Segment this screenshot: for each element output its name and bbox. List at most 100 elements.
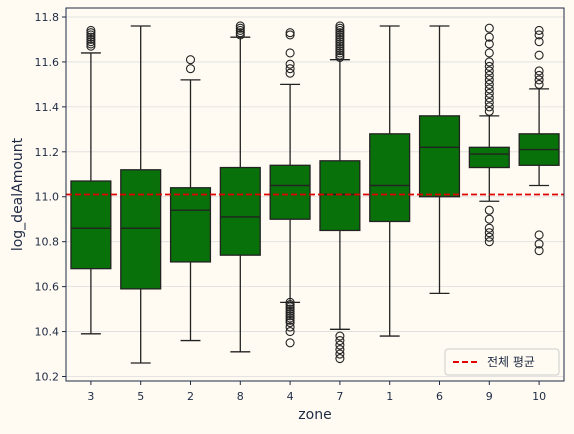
outlier-point (484, 79, 494, 89)
outlier-point (285, 300, 295, 310)
outlier-point (285, 302, 295, 312)
outlier-point (484, 214, 494, 224)
outlier-point (335, 30, 345, 40)
box-iqr (219, 166, 261, 256)
y-tick-label: 11.8 (35, 11, 60, 24)
outlier-point (285, 64, 295, 74)
x-tick-label: 6 (436, 390, 443, 403)
outlier-point (484, 228, 494, 238)
outlier-point (335, 23, 345, 33)
box-zone-1 (369, 25, 411, 337)
outlier-point (185, 55, 196, 65)
outlier-point (235, 23, 245, 33)
outlier-point (484, 106, 494, 116)
outlier-point (534, 50, 544, 60)
outlier-point (335, 344, 345, 355)
outlier-point (335, 46, 345, 56)
outlier-point (86, 30, 96, 40)
box-iqr (269, 164, 311, 220)
outlier-point (534, 30, 544, 40)
outlier-point (335, 32, 345, 42)
y-axis-label: log_dealAmount (10, 137, 26, 251)
outlier-point (285, 313, 295, 323)
outlier-point (235, 30, 245, 40)
y-tick-label: 10.6 (35, 281, 60, 294)
box-zone-8 (219, 21, 261, 353)
outlier-point (484, 75, 494, 85)
outlier-point (484, 237, 494, 247)
outlier-point (235, 21, 245, 31)
x-tick-label: 3 (87, 390, 94, 403)
y-tick-label: 11.2 (35, 146, 60, 159)
box-zone-6 (418, 25, 461, 295)
outlier-point (86, 34, 96, 45)
box-zone-4 (269, 28, 311, 348)
box-zone-7 (319, 21, 361, 364)
box-zone-2 (169, 55, 212, 342)
outlier-point (534, 239, 544, 249)
legend: 전체 평균 (444, 348, 560, 376)
y-tick-label: 10.2 (35, 371, 60, 384)
outlier-point (484, 97, 494, 107)
outlier-point (86, 28, 96, 38)
box-zone-5 (120, 25, 162, 364)
x-axis: 3 5 2 8 4 7 1 6 9 10 (87, 381, 546, 403)
outlier-point (335, 336, 345, 346)
box-iqr (120, 169, 162, 290)
outlier-point (484, 61, 494, 71)
outlier-point (285, 309, 295, 319)
outlier-point (285, 30, 295, 40)
outlier-point (534, 37, 544, 47)
outlier-point (484, 232, 494, 242)
x-tick-label: 9 (486, 390, 493, 403)
outlier-point (285, 322, 295, 332)
legend-box (444, 348, 560, 376)
plot-frame (65, 7, 565, 382)
outlier-point (335, 340, 345, 350)
outlier-point (484, 102, 494, 112)
outlier-point (335, 50, 345, 60)
outlier-point (484, 88, 494, 98)
outlier-point (484, 23, 494, 33)
outlier-point (285, 327, 295, 337)
y-tick-label: 11.4 (35, 101, 60, 114)
outlier-point (335, 34, 345, 45)
y-tick-label: 10.4 (35, 326, 60, 339)
box-iqr (169, 187, 212, 263)
outlier-point (484, 205, 494, 215)
outlier-point (285, 297, 295, 307)
outlier-point (484, 32, 494, 42)
box-iqr (418, 115, 461, 198)
y-tick-label: 11.6 (35, 56, 60, 69)
outlier-point (534, 230, 544, 240)
outlier-point (335, 52, 345, 62)
box-iqr (70, 180, 112, 270)
outlier-point (484, 57, 494, 67)
box-zone-3 (70, 25, 112, 335)
outlier-point (335, 43, 345, 53)
y-tick-label: 11.0 (35, 191, 60, 204)
legend-label: 전체 평균 (487, 355, 535, 369)
outlier-point (86, 37, 96, 47)
plot-area (65, 7, 565, 382)
outlier-point (484, 48, 494, 58)
x-tick-label: 8 (237, 390, 244, 403)
outlier-point (285, 59, 295, 69)
outlier-point (484, 70, 494, 80)
outlier-point (86, 25, 96, 36)
outlier-point (285, 68, 295, 78)
box-iqr (319, 160, 361, 232)
outlier-point (484, 66, 494, 76)
outlier-point (86, 41, 96, 51)
outlier-point (185, 64, 196, 74)
outlier-point (484, 84, 494, 94)
outlier-point (534, 25, 544, 36)
outlier-point (335, 21, 345, 31)
outlier-point (484, 93, 494, 103)
outlier-point (335, 331, 345, 341)
x-tick-label: 10 (532, 390, 546, 403)
outlier-point (534, 246, 544, 256)
x-tick-label: 1 (386, 390, 393, 403)
x-axis-label: zone (298, 407, 331, 423)
